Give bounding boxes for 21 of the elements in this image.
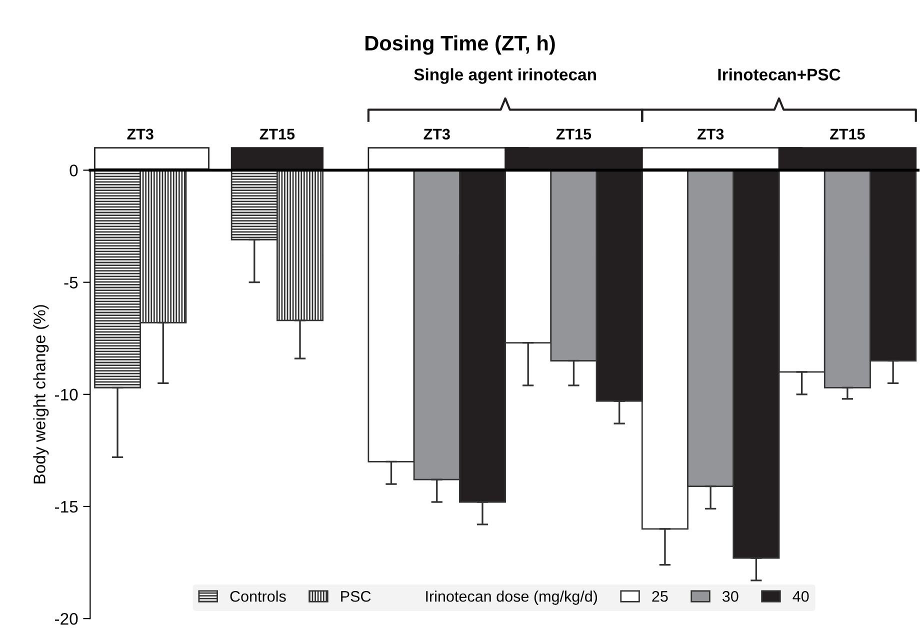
y-tick-label: -20 [55,612,78,625]
chart-title: Dosing Time (ZT, h) [366,35,555,55]
legend-title: Irinotecan dose (mg/kg/d) [426,590,598,605]
y-tick-label: -15 [55,501,78,513]
text: ZT15 [260,128,295,140]
text: ZT15 [556,128,592,140]
y-tick-label: 0 [70,164,78,176]
text: ZT3 [127,128,154,140]
y-axis-title: Body weight change (%) [33,305,49,484]
y-tick-label: -5 [64,276,78,288]
text: Irinotecan+PSC [718,68,840,80]
legend-label: PSC [341,590,371,602]
text: ZT3 [424,128,450,140]
legend-label: 30 [722,590,738,602]
legend-label: 25 [652,590,668,602]
legend-label: Controls [230,590,286,602]
text: Single agent irinotecan [414,68,596,84]
y-tick-label: -10 [55,388,78,401]
text: ZT3 [697,128,724,140]
legend-label: 40 [792,590,809,602]
text: ZT15 [830,128,865,140]
